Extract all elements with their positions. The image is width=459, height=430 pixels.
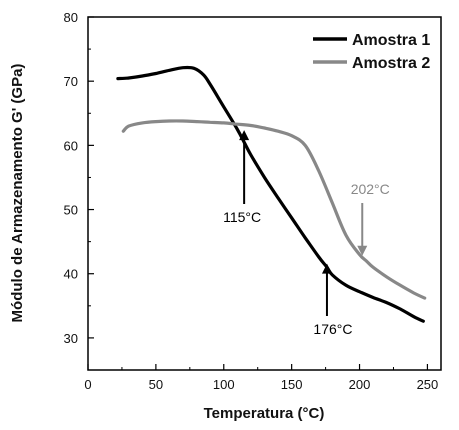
- x-axis-ticks: 0 50 100 150 200 250: [84, 364, 438, 392]
- legend-label-amostra-1: Amostra 1: [352, 32, 430, 49]
- x-tick-label: 150: [281, 377, 303, 392]
- annotation-label-202: 202°C: [351, 181, 390, 197]
- annotation-label-176: 176°C: [313, 321, 352, 337]
- series-layer: [116, 65, 427, 323]
- y-tick-label: 60: [64, 138, 78, 153]
- x-tick-label: 100: [213, 377, 235, 392]
- y-tick-label: 70: [64, 74, 78, 89]
- x-tick-label: 0: [84, 377, 91, 392]
- y-axis-title: Módulo de Armazenamento G' (GPa): [9, 64, 26, 323]
- y-axis-ticks: 30 40 50 60 70 80: [64, 10, 94, 371]
- plot-frame: [87, 16, 442, 371]
- annotation-arrow-176-head: [321, 263, 332, 274]
- annotation-arrow-202-head: [357, 245, 368, 256]
- x-tick-label: 250: [417, 377, 439, 392]
- series-line-amostra-1: [116, 65, 425, 323]
- y-tick-label: 30: [64, 331, 78, 346]
- y-tick-label: 50: [64, 203, 78, 218]
- legend: Amostra 1 Amostra 2: [313, 32, 430, 72]
- legend-label-amostra-2: Amostra 2: [352, 55, 430, 72]
- y-tick-label: 80: [64, 10, 78, 25]
- annotation-label-115: 115°C: [223, 209, 261, 225]
- annotation-arrow-115-head: [239, 130, 250, 141]
- x-tick-label: 200: [349, 377, 371, 392]
- series-line-amostra-2: [121, 119, 427, 300]
- x-tick-label: 50: [149, 377, 163, 392]
- annotations-layer: 115°C 176°C 202°C: [223, 130, 390, 337]
- y-tick-label: 40: [64, 267, 78, 282]
- x-axis-title: Temperatura (°C): [204, 405, 325, 422]
